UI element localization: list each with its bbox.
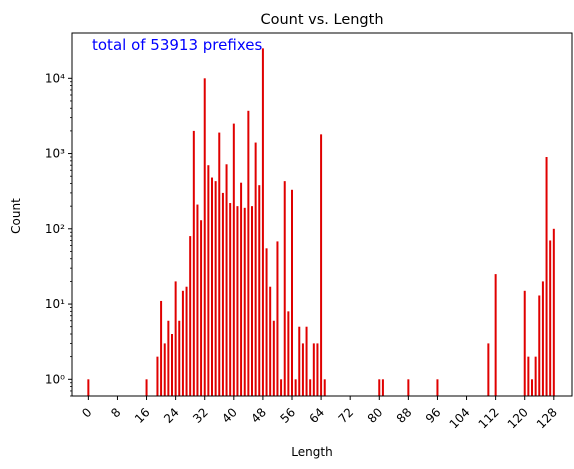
y-tick-label: 10² — [45, 222, 65, 236]
bar-length-0 — [87, 379, 90, 396]
y-tick-label: 10³ — [45, 147, 65, 161]
bar-length-27 — [185, 286, 188, 396]
bar-length-24 — [174, 281, 177, 396]
bar-length-122 — [531, 379, 533, 396]
bar-length-23 — [171, 334, 173, 396]
x-tick-label: 96 — [423, 405, 444, 426]
bar-length-61 — [309, 379, 312, 396]
bar-length-37 — [221, 192, 224, 396]
bar-length-64 — [320, 134, 323, 396]
bar-length-126 — [545, 157, 548, 396]
bar-length-48 — [261, 48, 264, 397]
bar-length-26 — [181, 290, 184, 396]
x-tick-label: 0 — [79, 405, 94, 420]
bar-length-55 — [287, 311, 290, 396]
bar-length-36 — [218, 132, 221, 396]
bar-length-81 — [381, 379, 384, 396]
bar-length-120 — [523, 290, 526, 396]
x-tick-label: 120 — [505, 405, 531, 431]
bar-length-47 — [258, 185, 261, 396]
bar-length-52 — [276, 241, 279, 396]
annotation-text: total of 53913 prefixes — [92, 36, 262, 54]
bar-length-31 — [200, 220, 203, 396]
y-ticks: 10⁰ 10¹ 10² 10³ 10⁴ — [45, 71, 72, 397]
bar-length-96 — [436, 379, 439, 396]
bar-length-39 — [229, 203, 232, 396]
bar-length-30 — [196, 204, 199, 396]
bar-length-124 — [538, 295, 541, 396]
bar-length-44 — [247, 110, 250, 397]
bar-length-53 — [280, 379, 283, 396]
chart-title: Count vs. Length — [260, 12, 383, 28]
bar-length-34 — [211, 177, 213, 396]
bars-layer — [87, 48, 555, 397]
bar-length-57 — [294, 379, 297, 396]
bar-length-42 — [240, 182, 243, 396]
x-tick-label: 48 — [248, 405, 269, 426]
bar-length-16 — [145, 379, 148, 396]
bar-length-127 — [549, 240, 552, 396]
x-tick-label: 16 — [132, 405, 153, 426]
bar-length-21 — [163, 343, 166, 396]
bar-length-40 — [232, 123, 235, 397]
bar-length-32 — [203, 78, 206, 396]
y-tick-label: 10⁴ — [45, 71, 65, 85]
bar-length-38 — [225, 164, 228, 396]
bar-length-60 — [305, 326, 308, 396]
bar-length-50 — [269, 286, 272, 396]
bar-length-51 — [272, 320, 275, 396]
bar-length-80 — [378, 379, 381, 396]
bar-length-43 — [243, 207, 246, 396]
bar-length-62 — [312, 343, 315, 396]
bar-length-65 — [323, 379, 326, 396]
bar-length-20 — [160, 300, 163, 396]
x-ticks: 0 8 16 24 32 40 48 56 64 72 80 88 96 104 112 120 128 — [79, 396, 560, 431]
bar-length-125 — [541, 281, 544, 396]
bar-length-123 — [534, 356, 537, 396]
bar-length-29 — [192, 130, 195, 396]
x-tick-label: 24 — [161, 405, 182, 426]
bar-length-41 — [236, 206, 239, 396]
bar-length-19 — [156, 356, 159, 396]
bar-length-121 — [527, 356, 530, 396]
x-tick-label: 72 — [336, 405, 357, 426]
bar-length-22 — [167, 320, 170, 396]
bar-length-59 — [301, 343, 304, 396]
bar-length-58 — [298, 326, 301, 396]
bar-length-110 — [487, 343, 490, 396]
bar-length-49 — [265, 248, 268, 396]
plot-frame — [71, 32, 573, 397]
y-tick-label: 10¹ — [45, 297, 65, 311]
bar-length-33 — [207, 165, 210, 396]
y-axis-label: Count — [9, 198, 23, 234]
x-tick-label: 56 — [277, 405, 298, 426]
x-tick-label: 88 — [394, 405, 415, 426]
x-tick-label: 128 — [534, 405, 560, 431]
bar-length-28 — [189, 236, 192, 396]
x-tick-label: 64 — [307, 405, 328, 426]
bar-length-88 — [407, 379, 410, 396]
bar-length-45 — [251, 206, 253, 396]
bar-length-63 — [316, 343, 319, 396]
bar-length-128 — [552, 228, 555, 396]
x-tick-label: 32 — [190, 405, 211, 426]
bar-length-46 — [254, 142, 257, 396]
bar-length-35 — [214, 181, 217, 396]
x-tick-label: 104 — [447, 405, 473, 431]
x-axis-label: Length — [291, 445, 332, 459]
y-tick-label: 10⁰ — [45, 372, 65, 386]
bar-length-25 — [178, 320, 181, 396]
x-tick-label: 40 — [219, 405, 240, 426]
x-tick-label: 112 — [476, 405, 502, 431]
x-tick-label: 80 — [365, 405, 386, 426]
x-tick-label: 8 — [108, 405, 123, 420]
bar-length-56 — [291, 189, 293, 396]
bar-length-54 — [283, 181, 286, 396]
bar-length-112 — [494, 274, 497, 396]
